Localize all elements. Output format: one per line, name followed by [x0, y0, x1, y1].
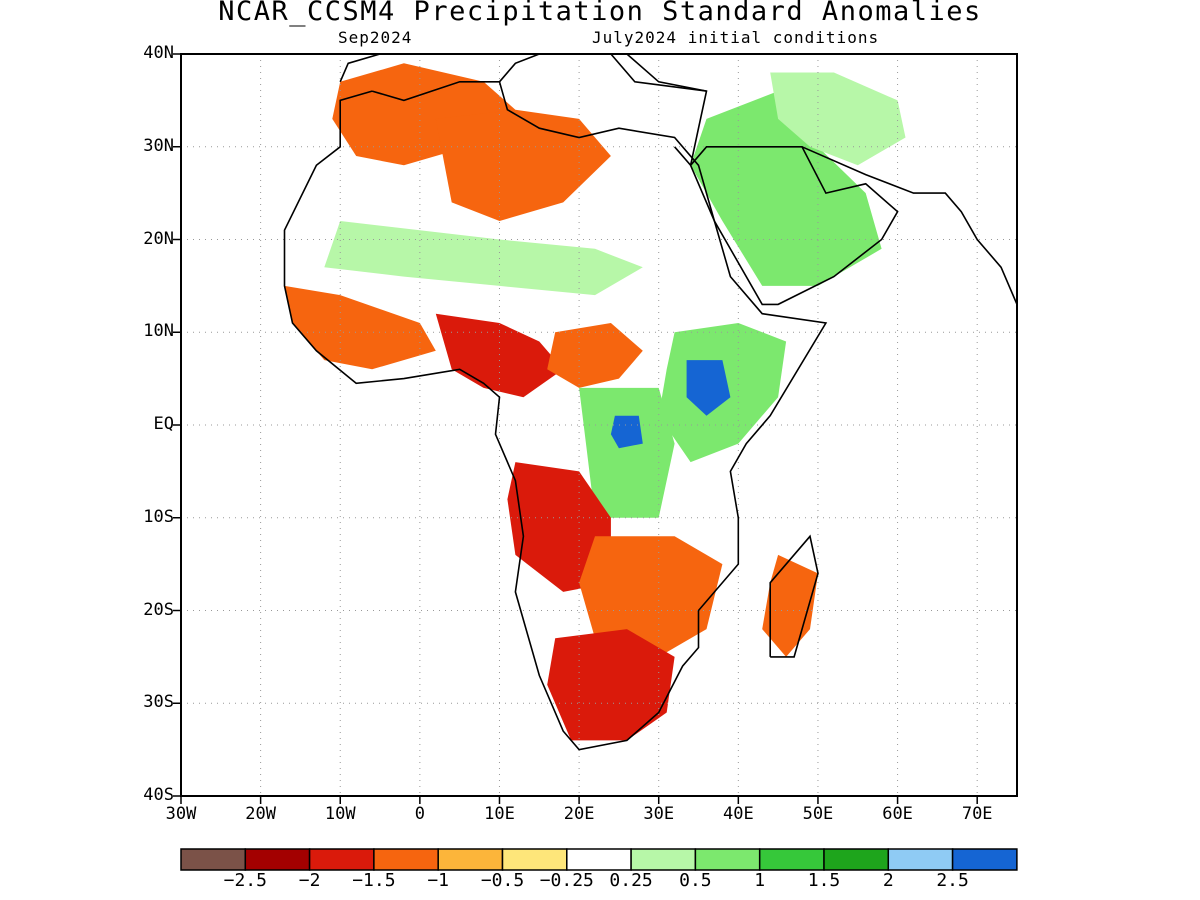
- colorbar-swatch: [758, 848, 825, 871]
- coastline-3: [626, 54, 708, 168]
- x-tick-label: 0: [414, 804, 425, 824]
- x-tick-label: 50E: [802, 804, 834, 824]
- colorbar-swatch: [823, 848, 890, 871]
- colorbar-swatch: [437, 848, 504, 871]
- colorbar-swatch: [501, 848, 568, 871]
- coastline-4: [689, 146, 899, 306]
- x-tick-label: 10W: [324, 804, 356, 824]
- anomaly-region-11: [690, 91, 882, 286]
- colorbar-swatch: [308, 848, 375, 871]
- map-title: NCAR_CCSM4 Precipitation Standard Anomal…: [218, 0, 982, 27]
- colorbar-swatch: [694, 848, 761, 871]
- anomaly-region-4: [284, 285, 436, 370]
- colorbar-label: −2.5: [223, 870, 267, 891]
- anomaly-region-16: [762, 554, 818, 657]
- x-tick-label: 60E: [882, 804, 913, 824]
- anomaly-region-2: [435, 109, 611, 221]
- initial-conditions-label: July2024 initial conditions: [592, 28, 880, 47]
- y-tick-label: 30N: [143, 135, 174, 156]
- colorbar-label: −1: [427, 870, 450, 891]
- colorbar-label: −2: [298, 870, 321, 891]
- y-tick-label: 10S: [143, 506, 174, 527]
- anomaly-region-6: [547, 323, 643, 388]
- colorbar-label: −0.5: [480, 870, 525, 891]
- x-tick-label: 40E: [722, 804, 754, 824]
- x-tick-label: 10E: [484, 804, 515, 824]
- coastline-5: [801, 146, 1017, 305]
- x-tick-label: 20W: [245, 804, 276, 824]
- y-tick-label: EQ: [153, 414, 174, 434]
- x-tick-label: 30E: [643, 804, 675, 824]
- colorbar-label: 0.5: [679, 870, 712, 891]
- anomaly-region-8: [610, 415, 643, 449]
- colorbar-swatch: [951, 848, 1018, 871]
- colorbar-swatch: [373, 848, 439, 871]
- y-tick-label: 30S: [143, 692, 174, 713]
- anomaly-region-14: [579, 536, 723, 657]
- coastline-8: [610, 54, 707, 92]
- colorbar: [180, 848, 1018, 871]
- colorbar-swatch: [180, 848, 247, 871]
- y-tick-label: 40S: [143, 785, 174, 805]
- y-tick-label: 40N: [143, 43, 174, 63]
- anomaly-region-12: [770, 72, 906, 166]
- colorbar-swatch: [244, 848, 311, 871]
- coastline-2: [769, 534, 819, 658]
- y-tick-label: 20S: [143, 599, 174, 620]
- anomaly-region-13: [507, 462, 611, 592]
- anomaly-region-10: [686, 360, 731, 416]
- coastline-6: [339, 54, 381, 83]
- colorbar-label: 0.25: [609, 870, 653, 891]
- colorbar-label: 2.5: [936, 870, 969, 891]
- coastline-1: [283, 81, 828, 751]
- target-month-label: Sep2024: [338, 28, 413, 47]
- colorbar-label: −0.25: [539, 870, 594, 891]
- colorbar-label: 1.5: [807, 870, 841, 891]
- colorbar-label: −1.5: [352, 870, 396, 891]
- anomaly-region-15: [547, 629, 675, 741]
- colorbar-swatch: [630, 848, 697, 871]
- colorbar-swatch: [566, 848, 632, 871]
- colorbar-label: 1: [754, 870, 766, 891]
- x-tick-label: 70E: [961, 804, 993, 824]
- colorbar-swatch: [887, 848, 954, 871]
- coastline-7: [498, 54, 540, 83]
- anomaly-region-7: [579, 387, 675, 518]
- anomaly-region-5: [435, 313, 564, 398]
- y-tick-label: 10N: [143, 321, 174, 342]
- x-tick-label: 20E: [563, 804, 595, 824]
- y-tick-label: 20N: [143, 228, 174, 249]
- anomaly-region-3: [324, 221, 643, 296]
- x-tick-label: 30W: [165, 804, 197, 824]
- colorbar-label: 2: [882, 870, 894, 891]
